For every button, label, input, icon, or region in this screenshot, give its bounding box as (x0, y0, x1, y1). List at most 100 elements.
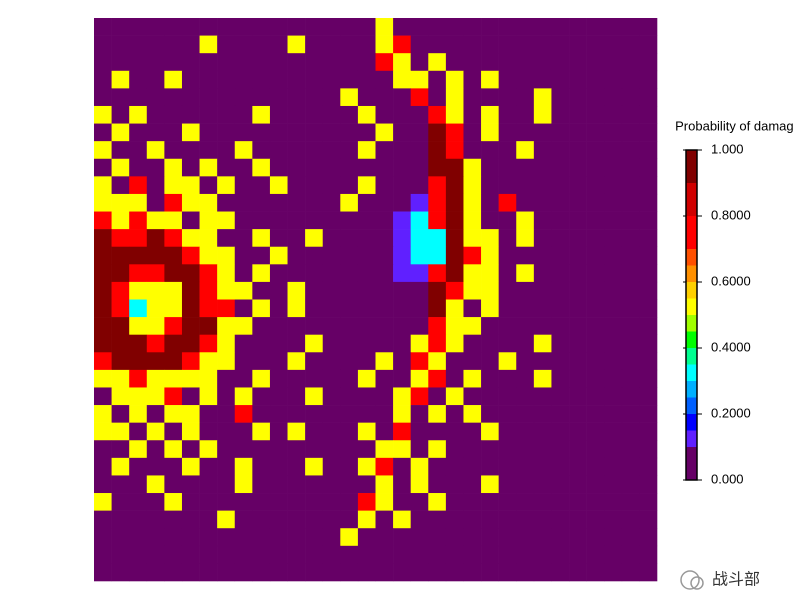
cell (393, 387, 411, 406)
cell (287, 193, 306, 212)
cell (516, 528, 535, 547)
cell (357, 510, 376, 529)
cell (481, 563, 499, 582)
cell (481, 422, 499, 441)
cell (234, 334, 253, 353)
cell (217, 493, 236, 511)
cell (639, 510, 658, 529)
cell (375, 369, 394, 388)
cell (252, 211, 271, 230)
cell (639, 70, 658, 89)
cell (146, 158, 165, 177)
cell (410, 18, 429, 36)
cell (463, 352, 482, 371)
cell (269, 193, 288, 212)
cell (146, 176, 165, 195)
cell (410, 440, 429, 459)
cell (445, 405, 464, 423)
cell (252, 53, 271, 72)
cell (129, 158, 148, 177)
cell (428, 264, 447, 283)
cell (94, 281, 112, 300)
cell (129, 317, 148, 335)
cell (428, 369, 447, 388)
cell (287, 493, 306, 511)
cell (199, 35, 218, 54)
cell (199, 141, 218, 160)
cell (533, 510, 552, 529)
cell (199, 70, 218, 89)
cell (639, 334, 658, 353)
cell (569, 229, 587, 248)
cell (322, 563, 341, 582)
cell (111, 35, 130, 54)
cell (217, 387, 236, 406)
cell (146, 18, 165, 36)
cell (393, 510, 411, 529)
cell (234, 405, 253, 423)
cell (164, 369, 183, 388)
cell (94, 422, 112, 441)
cell (322, 176, 341, 195)
cell (322, 229, 341, 248)
cell (199, 493, 218, 511)
cell (498, 246, 517, 265)
cell (357, 493, 376, 511)
cell (463, 211, 482, 230)
cell (639, 35, 658, 54)
cell (604, 193, 623, 212)
cell (569, 352, 587, 371)
colorbar-segment (686, 150, 697, 183)
cell (199, 123, 218, 142)
cell (428, 563, 447, 582)
cell (322, 88, 341, 107)
cell (639, 193, 658, 212)
watermark: 战斗部 (712, 570, 760, 589)
cell (393, 35, 411, 54)
cell (164, 211, 183, 230)
cell (146, 422, 165, 441)
cell (111, 299, 130, 318)
cell (551, 229, 570, 248)
cell (111, 422, 130, 441)
cell (445, 493, 464, 511)
cell (340, 387, 359, 406)
cell (129, 53, 148, 72)
cell (463, 70, 482, 89)
cell (551, 281, 570, 300)
cell (357, 123, 376, 142)
cell (516, 317, 535, 335)
cell (445, 281, 464, 300)
cell (181, 563, 200, 582)
cell (340, 193, 359, 212)
cell (269, 317, 288, 335)
cell (164, 193, 183, 212)
cell (604, 493, 623, 511)
cell (463, 35, 482, 54)
cell (410, 193, 429, 212)
cell (322, 493, 341, 511)
cell (357, 18, 376, 36)
cell (357, 88, 376, 107)
cell (199, 405, 218, 423)
cell (445, 35, 464, 54)
cell (287, 510, 306, 529)
cell (586, 105, 605, 124)
cell (481, 528, 499, 547)
cell (340, 88, 359, 107)
cell (94, 457, 112, 476)
cell (481, 53, 499, 72)
cell (111, 352, 130, 371)
cell (252, 387, 271, 406)
cell (498, 123, 517, 142)
cell (533, 158, 552, 177)
cell (463, 264, 482, 283)
cell (498, 405, 517, 423)
cell (481, 123, 499, 142)
cell (111, 18, 130, 36)
cell (164, 422, 183, 441)
cell (146, 563, 165, 582)
cell (217, 229, 236, 248)
cell (287, 281, 306, 300)
cell (129, 422, 148, 441)
